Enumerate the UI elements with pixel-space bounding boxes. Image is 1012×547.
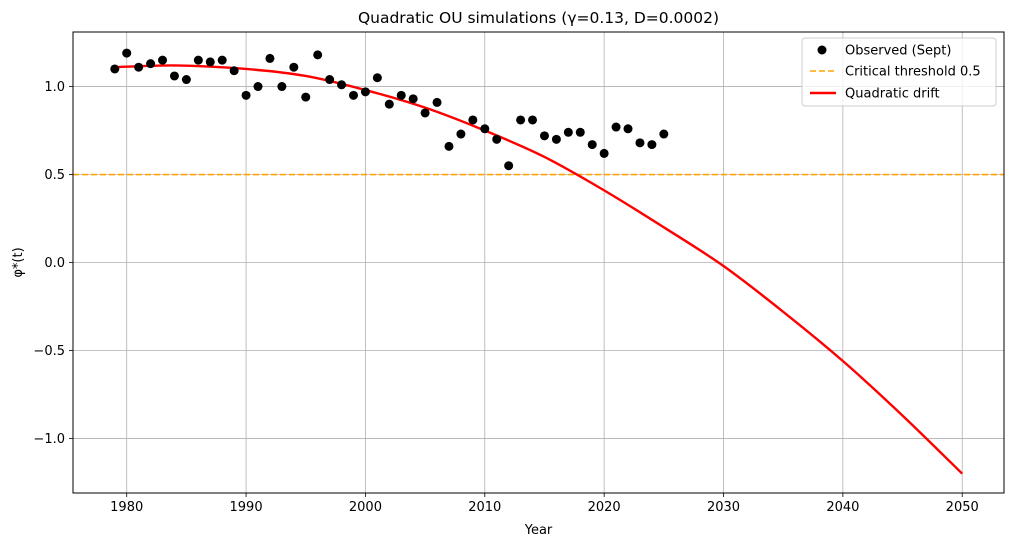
- y-tick-label: 0.5: [44, 168, 65, 183]
- observed-point: [146, 59, 156, 69]
- observed-point: [504, 161, 514, 171]
- legend: Observed (Sept) Critical threshold 0.5 Q…: [801, 37, 997, 107]
- observed-point: [456, 129, 466, 139]
- legend-label-threshold: Critical threshold 0.5: [845, 65, 981, 80]
- observed-point: [277, 82, 287, 92]
- y-tick-label: −1.0: [33, 432, 65, 447]
- observed-point: [360, 87, 370, 97]
- observed-point: [587, 140, 597, 150]
- observed-point: [134, 62, 144, 72]
- observed-point: [158, 55, 168, 65]
- observed-point: [384, 99, 394, 109]
- observed-point: [647, 140, 657, 150]
- x-tick-label: 2030: [707, 500, 740, 515]
- observed-point: [265, 53, 275, 63]
- x-tick-label: 2050: [946, 500, 979, 515]
- x-tick-label: 1990: [230, 500, 263, 515]
- observed-point: [253, 82, 263, 92]
- observed-point: [611, 122, 621, 132]
- observed-point: [539, 131, 549, 141]
- observed-point: [563, 127, 573, 137]
- observed-point: [325, 75, 335, 85]
- observed-point: [217, 55, 227, 65]
- observed-point: [480, 124, 490, 134]
- chart-title: Quadratic OU simulations (γ=0.13, D=0.00…: [358, 9, 719, 27]
- x-axis-title: Year: [524, 523, 553, 538]
- observed-point: [181, 75, 191, 85]
- y-tick-label: 0.0: [44, 256, 65, 271]
- x-tick-label: 2020: [588, 500, 621, 515]
- quadratic-drift-line: [114, 64, 964, 475]
- observed-point: [516, 115, 526, 125]
- x-tick-label: 2010: [468, 500, 501, 515]
- observed-point: [348, 90, 358, 100]
- observed-point: [635, 138, 645, 148]
- observed-point: [169, 71, 179, 81]
- observed-point: [468, 115, 478, 125]
- observed-point: [205, 57, 215, 67]
- observed-point: [229, 66, 239, 76]
- y-tick-label: 1.0: [44, 80, 65, 95]
- axes: 1980 1990 2000 2010 2020 2030 2040 2050 −1.0 −0.5…: [33, 80, 978, 515]
- observed-point: [623, 124, 633, 134]
- observed-point: [289, 62, 299, 72]
- observed-point: [492, 134, 502, 144]
- observed-point: [528, 115, 538, 125]
- observed-point: [337, 80, 347, 90]
- legend-box: [801, 37, 997, 107]
- y-tick-label: −0.5: [33, 344, 65, 359]
- legend-marker-observed: [817, 45, 827, 55]
- grid: [73, 32, 1004, 493]
- observed-point: [241, 90, 251, 100]
- observed-point: [313, 50, 323, 60]
- legend-label-observed: Observed (Sept): [845, 44, 951, 59]
- observed-point: [659, 129, 669, 139]
- observed-point: [599, 148, 609, 158]
- observed-point: [396, 90, 406, 100]
- observed-point: [110, 64, 120, 74]
- observed-point: [575, 127, 585, 137]
- observed-point: [444, 141, 454, 151]
- observed-point: [551, 134, 561, 144]
- x-tick-label: 2040: [826, 500, 859, 515]
- observed-point: [193, 55, 203, 65]
- plot-data: [73, 48, 1004, 475]
- y-axis-title: φ*(t): [11, 247, 26, 277]
- legend-label-quadratic-drift: Quadratic drift: [845, 87, 940, 102]
- x-tick-label: 1980: [110, 500, 143, 515]
- observed-point: [301, 92, 311, 102]
- observed-point: [432, 97, 442, 107]
- x-tick-label: 2000: [349, 500, 382, 515]
- observed-point: [372, 73, 382, 83]
- observed-point: [420, 108, 430, 118]
- observed-point: [122, 48, 132, 58]
- observed-point: [408, 94, 418, 104]
